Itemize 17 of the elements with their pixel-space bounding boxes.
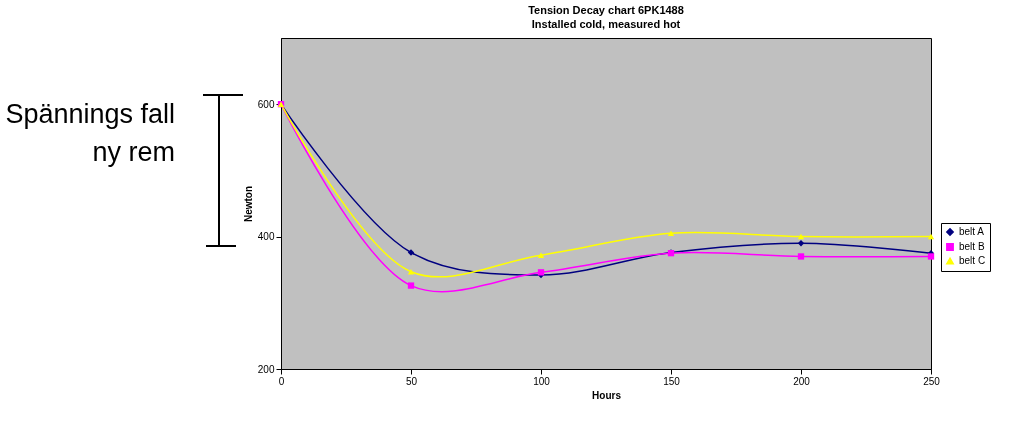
chart-title: Tension Decay chart 6PK1488 [528,4,684,16]
x-tick-label: 150 [663,375,681,387]
x-tick-label: 100 [533,375,551,387]
text: Spännings fall ny rem [5,99,175,167]
x-tick-label: 0 [278,375,285,387]
x-tick-label: 250 [923,375,941,387]
chart-subtitle: Installed cold, measured hot [531,18,681,30]
y-axis-title: Newton [242,185,254,223]
x-tick-label: 50 [405,375,418,387]
legend-label: belt C [959,255,986,266]
legend-label: belt A [959,226,985,237]
y-tick-label: 200 [257,363,275,375]
x-tick-label: 200 [793,375,811,387]
y-tick-label: 400 [257,231,275,243]
y-tick-label: 600 [257,98,275,110]
legend-label: belt B [959,241,985,252]
x-axis-title: Hours [592,389,622,401]
